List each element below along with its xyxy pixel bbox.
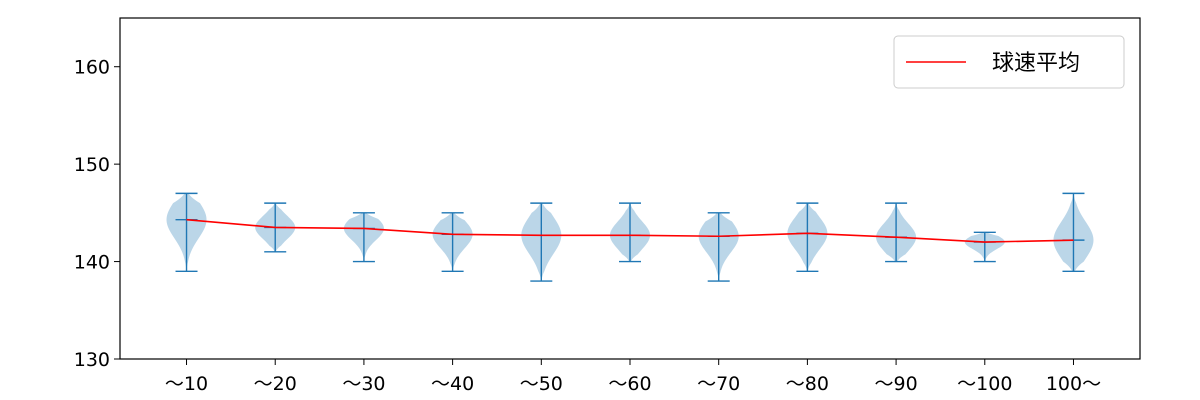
x-tick-label: ～20 bbox=[254, 373, 297, 395]
x-tick-label: ～40 bbox=[431, 373, 474, 395]
x-tick-label: ～90 bbox=[874, 373, 917, 395]
legend-box bbox=[893, 35, 1125, 89]
legend: 球速平均 bbox=[893, 35, 1125, 89]
x-axis: ～10 ～20 ～30 ～40 ～50 ～60 ～70 ～80 ～90 ～100 100～ bbox=[165, 359, 1101, 395]
y-tick-label: 160 bbox=[74, 57, 110, 79]
x-tick-label: ～80 bbox=[786, 373, 829, 395]
x-tick-label: ～60 bbox=[608, 373, 651, 395]
whisker-group bbox=[175, 192, 1085, 282]
y-tick-label: 130 bbox=[74, 349, 110, 371]
y-tick-label: 150 bbox=[74, 154, 110, 176]
mean-series-line bbox=[186, 218, 1074, 243]
y-tick-label: 140 bbox=[74, 252, 110, 274]
mean-line-group bbox=[186, 218, 1074, 243]
y-axis: 130 140 150 160 bbox=[74, 57, 120, 371]
x-tick-label: 100～ bbox=[1046, 373, 1101, 395]
x-tick-label: ～70 bbox=[697, 373, 740, 395]
x-tick-label: ～100 bbox=[957, 373, 1012, 395]
x-tick-label: ～10 bbox=[165, 373, 208, 395]
x-tick-label: ～30 bbox=[342, 373, 385, 395]
x-tick-label: ～50 bbox=[520, 373, 563, 395]
legend-label: 球速平均 bbox=[992, 51, 1080, 76]
